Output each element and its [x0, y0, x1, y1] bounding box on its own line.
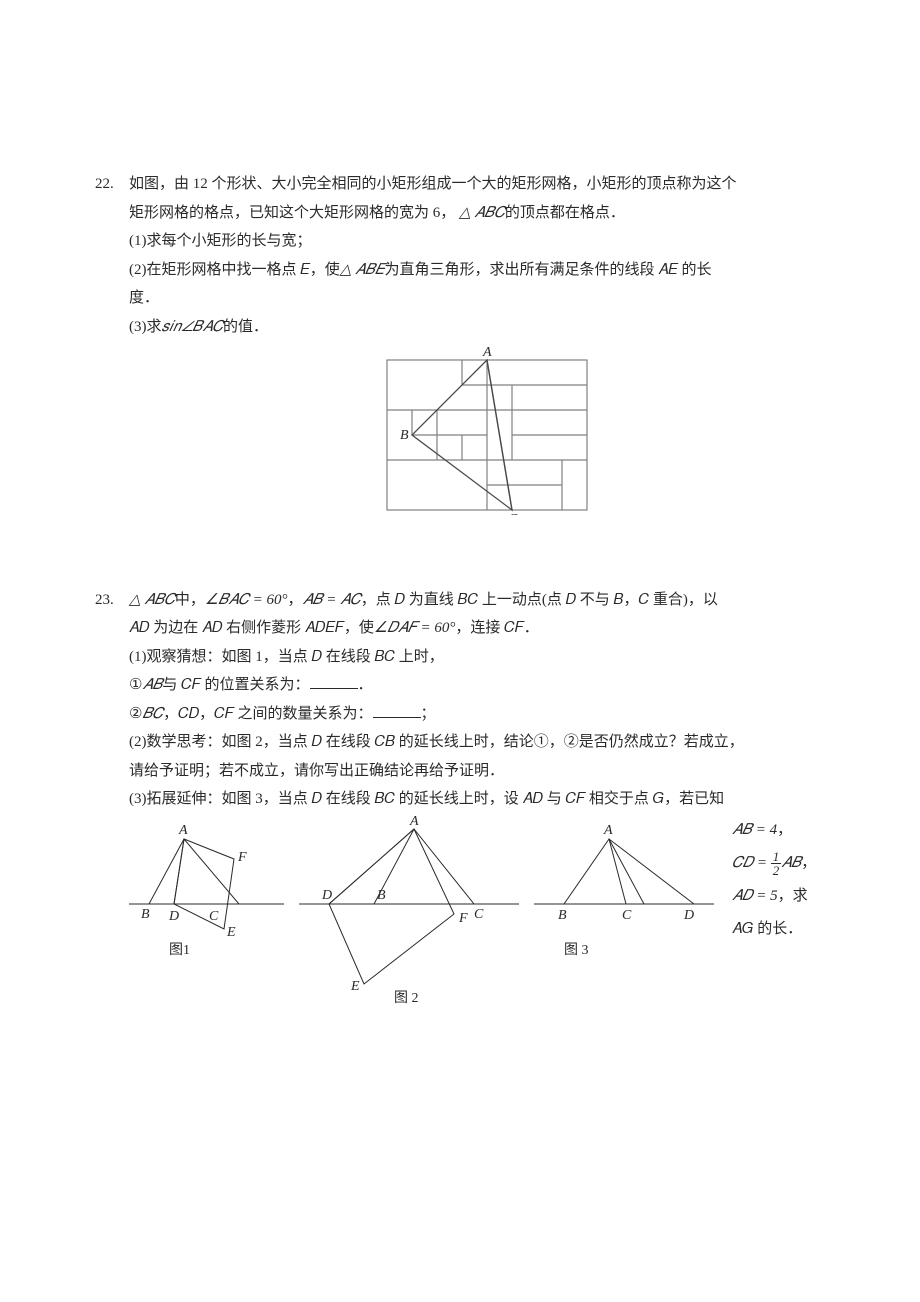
- f1-C: C: [209, 909, 219, 924]
- side-l3b: ，求: [778, 888, 808, 904]
- p23-stem-1: △ 𝐴𝐵𝐶中，∠𝐵𝐴𝐶 = 60°，𝐴𝐵 = 𝐴𝐶，点 𝐷 为直线 𝐵𝐶 上一动…: [129, 586, 845, 615]
- p23-part1-sub2: ②𝐵𝐶，𝐶𝐷，𝐶𝐹 之间的数量关系为： ；: [129, 700, 845, 729]
- blank-2: [373, 717, 421, 718]
- p22-part1: (1)求每个小矩形的长与宽；: [129, 227, 845, 256]
- p22-part2-line2: 度．: [129, 284, 845, 313]
- side-l2c: ，: [801, 855, 816, 871]
- side-frac-num: 1: [771, 850, 782, 864]
- p22-figure-svg: A B C: [382, 345, 592, 515]
- p23-p1s2-c: ，𝐶𝐷，𝐶𝐹 之间的数量关系为：: [163, 706, 372, 722]
- f2-F: F: [458, 911, 468, 926]
- p23-p1s2-a: ②: [129, 700, 142, 729]
- p22-stem-1: 如图，由 12 个形状、大小完全相同的小矩形组成一个大的矩形网格，小矩形的顶点称…: [129, 170, 845, 199]
- side-frac-den: 2: [771, 864, 782, 877]
- p23-p1s1-c: 与 𝐶𝐹 的位置关系为：: [162, 677, 309, 693]
- p23-s1c: ∠𝐵𝐴𝐶 = 60°: [205, 592, 288, 608]
- side-l2a: 𝐶𝐷 =: [732, 855, 767, 871]
- side-l1a: 𝐴𝐵 = 4: [732, 822, 777, 838]
- f1-caption: 图1: [169, 943, 190, 958]
- p23-figures-svg: A B D C F E 图1: [129, 814, 724, 1004]
- f2-caption: 图 2: [394, 991, 419, 1004]
- p22-part3: (3)求𝑠𝑖𝑛∠𝐵𝐴𝐶的值．: [129, 313, 845, 342]
- f3-B: B: [558, 908, 567, 923]
- p23-part2-line2: 请给予证明；若不成立，请你写出正确结论再给予证明．: [129, 757, 845, 786]
- p23-side-l2: 𝐶𝐷 = 12𝐴𝐵，: [732, 847, 816, 880]
- f3-C: C: [622, 908, 632, 923]
- f2-B: B: [377, 888, 386, 903]
- problem-23-header: 23. △ 𝐴𝐵𝐶中，∠𝐵𝐴𝐶 = 60°，𝐴𝐵 = 𝐴𝐶，点 𝐷 为直线 𝐵𝐶…: [95, 586, 845, 1004]
- p22-label-c: C: [508, 512, 518, 515]
- f3-D: D: [683, 908, 694, 923]
- f1-A: A: [178, 823, 188, 838]
- p23-s1a: △ 𝐴𝐵𝐶: [129, 592, 175, 608]
- p23-s1f: ，点 𝐷 为直线 𝐵𝐶 上一动点(点 𝐷 不与 𝐵，𝐶 重合)，以: [361, 592, 718, 608]
- problem-22-header: 22. 如图，由 12 个形状、大小完全相同的小矩形组成一个大的矩形网格，小矩形…: [95, 170, 845, 526]
- f2-A: A: [409, 814, 419, 829]
- f1-F: F: [237, 850, 247, 865]
- f1-D: D: [168, 909, 179, 924]
- f2-C: C: [474, 907, 484, 922]
- side-l2b: 𝐴𝐵: [781, 855, 801, 871]
- problem-22: 22. 如图，由 12 个形状、大小完全相同的小矩形组成一个大的矩形网格，小矩形…: [95, 170, 845, 526]
- p23-s1d: ，: [288, 592, 303, 608]
- problem-23-body: △ 𝐴𝐵𝐶中，∠𝐵𝐴𝐶 = 60°，𝐴𝐵 = 𝐴𝐶，点 𝐷 为直线 𝐵𝐶 上一动…: [129, 586, 845, 1004]
- p23-figure-row: A B D C F E 图1: [129, 814, 845, 1004]
- f3-caption: 图 3: [564, 943, 589, 958]
- p23-p1s1-d: ．: [358, 677, 373, 693]
- p23-side-l1: 𝐴𝐵 = 4，: [732, 814, 816, 847]
- page-root: 22. 如图，由 12 个形状、大小完全相同的小矩形组成一个大的矩形网格，小矩形…: [0, 0, 920, 1124]
- p23-stem-2: 𝐴𝐷 为边在 𝐴𝐷 右侧作菱形 𝐴𝐷𝐸𝐹，使∠𝐷𝐴𝐹 = 60°，连接 𝐶𝐹．: [129, 614, 845, 643]
- p22-figure-wrapper: A B C: [129, 345, 845, 526]
- p23-part1: (1)观察猜想：如图 1，当点 𝐷 在线段 𝐵𝐶 上时，: [129, 643, 845, 672]
- p22-part2-b: 为直角三角形，求出所有满足条件的线段 𝐴𝐸 的长: [384, 262, 711, 278]
- f1-E: E: [226, 925, 236, 940]
- side-l1b: ，: [777, 822, 792, 838]
- f3-A: A: [603, 823, 613, 838]
- p23-part2-line1: (2)数学思考：如图 2，当点 𝐷 在线段 𝐶𝐵 的延长线上时，结论①，②是否仍…: [129, 728, 845, 757]
- problem-23: 23. △ 𝐴𝐵𝐶中，∠𝐵𝐴𝐶 = 60°，𝐴𝐵 = 𝐴𝐶，点 𝐷 为直线 𝐵𝐶…: [95, 586, 845, 1004]
- p22-label-b: B: [400, 428, 409, 443]
- p22-part3-math: 𝑠𝑖𝑛∠𝐵𝐴𝐶: [162, 319, 224, 335]
- side-l3a: 𝐴𝐷 = 5: [732, 888, 778, 904]
- f1-B: B: [141, 907, 150, 922]
- problem-22-number: 22.: [95, 170, 129, 199]
- p22-stem-2: 矩形网格的格点，已知这个大矩形网格的宽为 6， △ 𝐴𝐵𝐶的顶点都在格点．: [129, 199, 845, 228]
- p23-p1s2-d: ；: [421, 706, 436, 722]
- p22-part3-b: 的值．: [223, 319, 268, 335]
- p23-s1b: 中，: [175, 592, 205, 608]
- p23-p1s1-a: ①: [129, 671, 142, 700]
- p23-s2b: ∠𝐷𝐴𝐹 = 60°: [374, 620, 456, 636]
- p23-p1s1-b: 𝐴𝐵: [142, 677, 162, 693]
- p22-stem-2-math: △ 𝐴𝐵𝐶: [459, 205, 505, 221]
- p23-fig1: A B D C F E: [129, 823, 284, 940]
- p22-stem-2b: 的顶点都在格点．: [505, 205, 625, 221]
- p23-part3-line1: (3)拓展延伸：如图 3，当点 𝐷 在线段 𝐵𝐶 的延长线上时，设 𝐴𝐷 与 𝐶…: [129, 785, 845, 814]
- p23-side-l3: 𝐴𝐷 = 5，求: [732, 880, 816, 913]
- p23-s2c: ，连接 𝐶𝐹．: [455, 620, 538, 636]
- side-frac: 12: [771, 850, 782, 877]
- p23-s1e: 𝐴𝐵 = 𝐴𝐶: [303, 592, 361, 608]
- p23-part1-sub1: ①𝐴𝐵与 𝐶𝐹 的位置关系为： ．: [129, 671, 845, 700]
- problem-22-body: 如图，由 12 个形状、大小完全相同的小矩形组成一个大的矩形网格，小矩形的顶点称…: [129, 170, 845, 526]
- p23-side-text: 𝐴𝐵 = 4， 𝐶𝐷 = 12𝐴𝐵， 𝐴𝐷 = 5，求 𝐴𝐺 的长．: [724, 814, 816, 946]
- p22-part3-a: (3)求: [129, 319, 162, 335]
- problem-23-number: 23.: [95, 586, 129, 615]
- p22-stem-2a: 矩形网格的格点，已知这个大矩形网格的宽为 6，: [129, 205, 455, 221]
- blank-1: [310, 688, 358, 689]
- p23-fig3: A B C D: [534, 823, 714, 923]
- f2-D: D: [321, 888, 332, 903]
- p23-p1s2-b: 𝐵𝐶: [142, 706, 163, 722]
- p23-s2a: 𝐴𝐷 为边在 𝐴𝐷 右侧作菱形 𝐴𝐷𝐸𝐹，使: [129, 620, 374, 636]
- p22-part2-line1: (2)在矩形网格中找一格点 𝐸，使△ 𝐴𝐵𝐸为直角三角形，求出所有满足条件的线段…: [129, 256, 845, 285]
- f2-E: E: [350, 979, 360, 994]
- p22-grid: [387, 360, 587, 510]
- p23-fig2: A D B C F E: [299, 814, 519, 994]
- p22-label-a: A: [482, 345, 492, 360]
- p22-part2-a: (2)在矩形网格中找一格点 𝐸，使: [129, 262, 340, 278]
- p22-part2-math: △ 𝐴𝐵𝐸: [340, 262, 385, 278]
- p23-side-l4: 𝐴𝐺 的长．: [732, 913, 816, 946]
